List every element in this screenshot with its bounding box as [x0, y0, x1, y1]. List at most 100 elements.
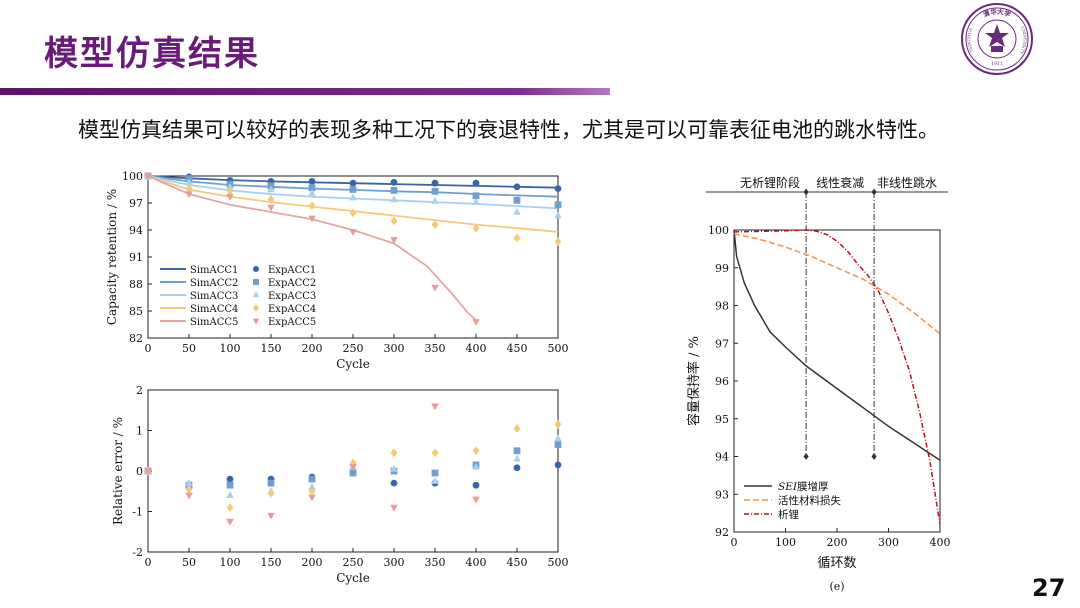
data-point-ExpACC5 — [472, 319, 480, 326]
data-point-ExpACC4 — [308, 201, 316, 211]
error-point-ACC4 — [226, 503, 234, 512]
y-axis-label: 容量保持率 / % — [686, 336, 702, 426]
error-point-ACC3 — [308, 483, 316, 490]
y-tick-label: 0 — [136, 465, 143, 478]
legend-rest-part: 膜增厚 — [797, 480, 829, 493]
error-point-ACC5 — [267, 512, 275, 520]
error-point-ACC4 — [513, 424, 521, 433]
data-point-ExpACC1 — [513, 183, 521, 191]
page-number: 27 — [1032, 574, 1066, 602]
data-point-ExpACC1 — [472, 179, 480, 187]
legend-label-ExpACC3: ExpACC3 — [268, 291, 316, 302]
y-tick-label: 94 — [129, 224, 143, 237]
y-axis-label: Relative error / % — [111, 417, 125, 525]
x-axis-label: 循环数 — [817, 556, 856, 571]
error-point-ACC3 — [431, 477, 439, 484]
data-point-ExpACC5 — [431, 284, 439, 292]
data-point-ExpACC3 — [472, 198, 480, 205]
legend-label-ExpACC4: ExpACC4 — [268, 304, 316, 315]
x-tick-label: 400 — [930, 536, 951, 549]
x-tick-label: 450 — [507, 342, 528, 355]
data-point-ExpACC5 — [349, 229, 357, 236]
data-point-ExpACC3 — [513, 207, 521, 215]
stage-label: 非线性跳水 — [877, 176, 937, 190]
data-point-ExpACC3 — [349, 193, 357, 201]
mechanism-legend-label: 析锂 — [778, 508, 799, 521]
y-tick-label: 94 — [715, 451, 729, 464]
x-tick-label: 100 — [775, 536, 796, 549]
y-tick-label: -2 — [132, 546, 143, 559]
slide-title: 模型仿真结果 — [44, 34, 260, 74]
x-tick-label: 350 — [425, 556, 446, 569]
y-tick-label: 99 — [715, 262, 729, 275]
error-point-ACC4 — [554, 420, 562, 429]
y-tick-label: 96 — [715, 375, 729, 388]
x-tick-label: 50 — [182, 342, 196, 355]
legend-label-ExpACC5: ExpACC5 — [268, 317, 316, 328]
y-tick-label: 88 — [129, 278, 143, 291]
error-point-ACC1 — [472, 481, 480, 489]
x-tick-label: 500 — [548, 556, 569, 569]
error-point-ACC3 — [472, 462, 480, 470]
data-point-ExpACC2 — [554, 201, 562, 209]
data-point-ExpACC1 — [349, 179, 357, 187]
x-tick-label: 500 — [548, 342, 569, 355]
x-tick-label: 200 — [302, 556, 323, 569]
data-point-ExpACC3 — [554, 211, 562, 219]
data-point-ExpACC5 — [267, 204, 275, 212]
y-tick-label: 100 — [122, 170, 143, 183]
y-tick-label: -1 — [132, 506, 143, 519]
data-point-ExpACC5 — [144, 173, 152, 181]
x-tick-label: 300 — [384, 556, 405, 569]
y-tick-label: 98 — [715, 300, 729, 313]
error-point-ACC5 — [349, 464, 357, 472]
legend-label-ExpACC2: ExpACC2 — [268, 278, 316, 289]
y-tick-label: 91 — [129, 251, 143, 264]
logo-text-right: UNIVERSITY — [1019, 25, 1028, 55]
error-point-ACC2 — [554, 441, 562, 449]
y-tick-label: 85 — [129, 305, 143, 318]
error-point-ACC2 — [513, 447, 521, 455]
x-tick-label: 100 — [220, 556, 241, 569]
legend-marker-ExpACC3 — [252, 291, 260, 298]
tsinghua-university-seal-icon: 清华大学 TSINGHUA UNIVERSITY 1911 — [961, 3, 1033, 75]
data-point-ExpACC3 — [267, 185, 275, 193]
svg-text:TSINGHUA: TSINGHUA — [966, 27, 974, 53]
error-point-ACC5 — [472, 496, 480, 504]
x-tick-label: 150 — [261, 342, 282, 355]
legend-marker-ExpACC2 — [253, 279, 259, 285]
x-tick-label: 200 — [302, 342, 323, 355]
data-point-ExpACC4 — [267, 194, 275, 204]
x-tick-label: 400 — [466, 556, 487, 569]
error-point-ACC5 — [308, 494, 316, 502]
x-tick-label: 250 — [343, 556, 364, 569]
data-point-ExpACC2 — [390, 187, 398, 194]
x-tick-label: 300 — [878, 536, 899, 549]
x-axis-label: Cycle — [336, 357, 370, 371]
error-point-ACC3 — [390, 464, 398, 472]
data-point-ExpACC4 — [185, 184, 193, 194]
y-tick-label: 92 — [715, 526, 729, 539]
mechanism-legend-label: SEI膜增厚 — [778, 480, 829, 493]
y-tick-label: 1 — [136, 425, 143, 438]
error-point-ACC2 — [308, 475, 316, 483]
data-point-ExpACC1 — [554, 185, 562, 192]
error-point-ACC2 — [349, 469, 357, 477]
logo-year: 1911 — [991, 61, 1003, 67]
data-point-ExpACC1 — [308, 178, 316, 185]
error-point-ACC5 — [226, 518, 234, 526]
x-tick-label: 450 — [507, 556, 528, 569]
x-tick-label: 100 — [220, 342, 241, 355]
x-tick-label: 0 — [145, 342, 152, 355]
y-tick-label: 95 — [715, 413, 729, 426]
x-tick-label: 300 — [384, 342, 405, 355]
data-point-ExpACC4 — [390, 216, 398, 226]
data-point-ExpACC1 — [390, 178, 398, 186]
data-point-ExpACC4 — [349, 208, 357, 218]
data-point-ExpACC5 — [226, 193, 234, 201]
error-point-ACC1 — [226, 475, 234, 483]
stage-boundary-marker — [871, 188, 877, 196]
mechanism-line-0 — [733, 229, 941, 461]
error-point-ACC4 — [472, 446, 480, 456]
error-point-ACC1 — [513, 464, 521, 472]
